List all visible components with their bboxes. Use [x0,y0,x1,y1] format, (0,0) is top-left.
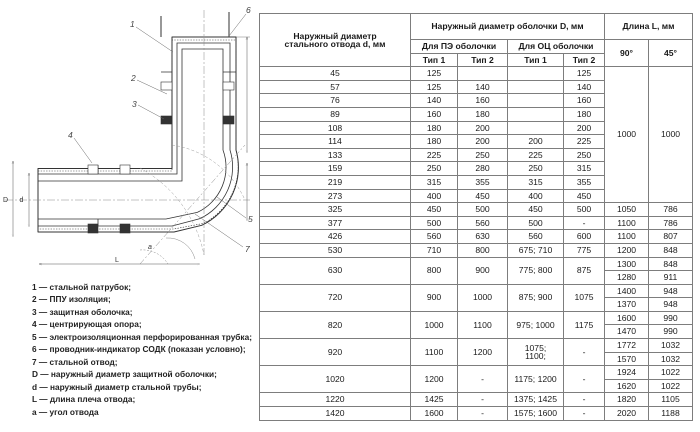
svg-text:d: d [20,197,24,204]
svg-text:7: 7 [245,244,250,254]
svg-text:5: 5 [248,214,253,224]
svg-text:4: 4 [68,130,73,140]
svg-text:1: 1 [130,19,135,29]
svg-text:6: 6 [246,5,251,15]
svg-text:L: L [115,257,119,264]
svg-text:a: a [148,244,152,251]
svg-text:3: 3 [132,99,137,109]
svg-text:D: D [3,197,8,204]
svg-text:2: 2 [130,73,136,83]
